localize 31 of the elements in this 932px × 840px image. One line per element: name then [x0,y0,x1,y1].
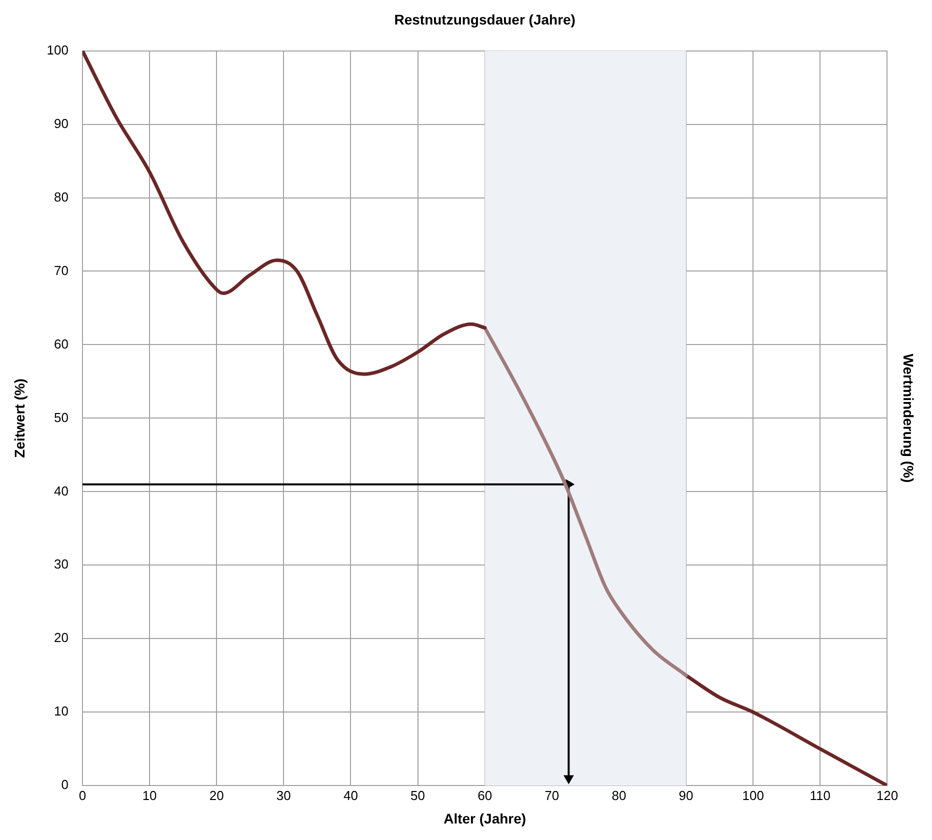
line-series [684,674,888,786]
x-tick-label: 60 [478,788,492,803]
y-tick-label: 70 [54,262,68,278]
x-tick-label: 70 [544,788,560,803]
x-tick-label: 30 [276,788,291,803]
x-tick-label: 90 [678,788,694,803]
x-tick-label: 100 [742,788,764,803]
x-tick-label: 10 [142,788,157,803]
y-tick-label: 100 [46,42,68,58]
x-axis-title: Alter (Jahre) [444,810,526,826]
x-tick-label: 110 [810,788,831,803]
y-tick-label: 80 [54,189,68,204]
y-tick-label: 20 [54,630,68,646]
line-series [483,326,688,678]
y2-axis-title: Wertminderung (%) [900,354,917,483]
y-tick-label: 40 [54,483,68,498]
y-tick-label: 50 [54,410,68,425]
x-tick-label: 50 [410,788,426,803]
y-tick-label: 0 [61,777,68,792]
line-series [82,50,487,376]
y-tick-label: 60 [54,336,68,352]
x2-axis-title: Restnutzungsdauer (Jahre) [394,11,576,28]
y-tick-label: 10 [54,704,68,719]
x-tick-label: 0 [78,788,86,803]
y-tick-label: 30 [54,556,68,572]
x-tick-label: 20 [209,788,224,803]
x-tick-label: 120 [876,788,898,803]
y-axis-title: Zeitwert (%) [11,378,28,458]
x-tick-label: 80 [612,788,626,803]
x-tick-label: 40 [343,788,358,803]
y-tick-label: 90 [54,116,68,131]
